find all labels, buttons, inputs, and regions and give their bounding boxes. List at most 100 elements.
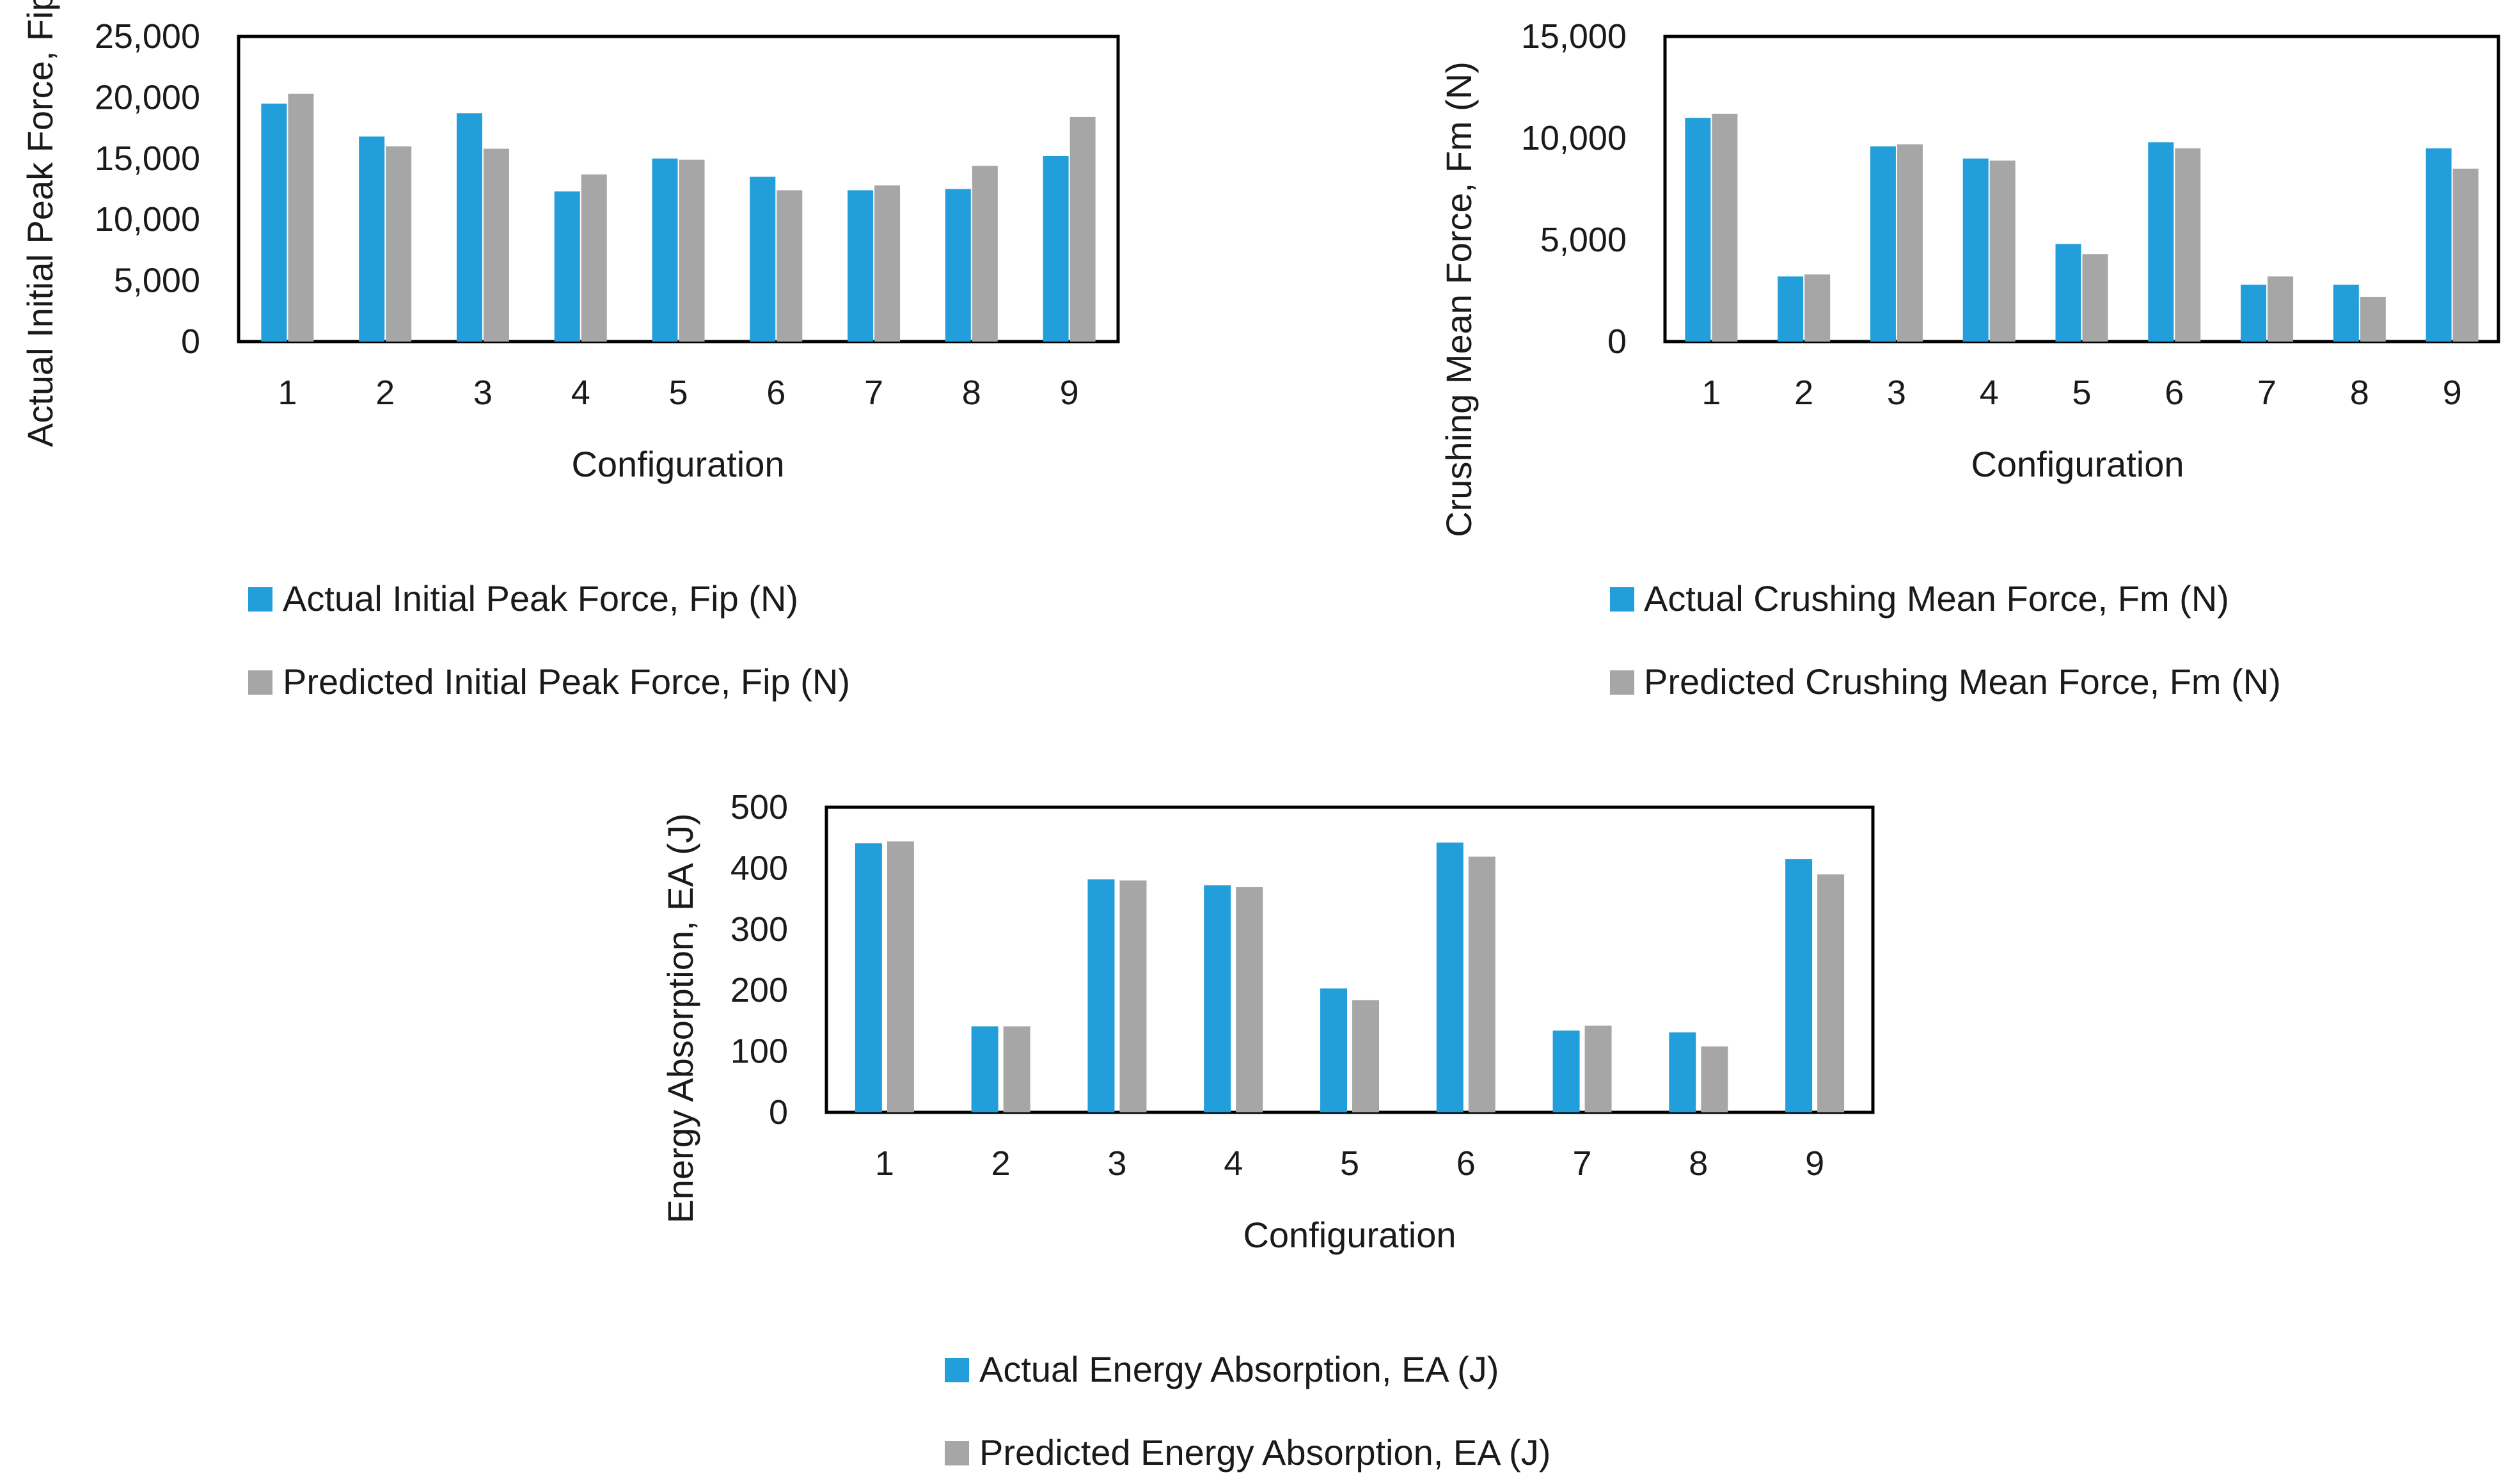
bar-actual-config-3 [1087, 879, 1115, 1112]
y-tick-label: 5,000 [114, 262, 200, 300]
x-tick-label: 1 [1701, 374, 1721, 412]
x-tick-label: 2 [991, 1144, 1011, 1183]
legend-swatch-actual [945, 1358, 969, 1382]
bar-actual-config-1 [261, 103, 287, 342]
x-tick-label: 9 [2443, 374, 2462, 412]
x-tick-label: 7 [864, 374, 883, 412]
x-tick-label: 9 [1805, 1144, 1824, 1183]
x-axis-title: Configuration [1243, 1215, 1456, 1255]
legend-swatch-predicted [1610, 670, 1634, 695]
x-tick-label: 8 [1689, 1144, 1708, 1183]
y-tick-label: 500 [730, 788, 788, 826]
bar-predicted-config-3 [483, 148, 509, 342]
legend-label-predicted: Predicted Crushing Mean Force, Fm (N) [1644, 661, 2281, 702]
bar-predicted-config-2 [386, 146, 412, 342]
bar-actual-config-3 [1870, 146, 1896, 342]
bar-actual-config-6 [2148, 142, 2174, 342]
bar-actual-config-8 [1669, 1032, 1696, 1112]
x-tick-label: 4 [1980, 374, 1999, 412]
x-tick-label: 8 [2350, 374, 2369, 412]
plot-frame [1663, 35, 2500, 343]
bar-predicted-config-5 [1352, 1000, 1379, 1112]
plot-frame [237, 35, 1120, 343]
legend-label-predicted: Predicted Initial Peak Force, Fip (N) [283, 661, 850, 702]
legend-label-actual: Actual Energy Absorption, EA (J) [979, 1349, 1499, 1389]
bar-actual-config-7 [848, 190, 874, 342]
bar-actual-config-9 [2426, 148, 2452, 342]
bars-group [855, 841, 1845, 1112]
bar-predicted-config-3 [1119, 880, 1147, 1112]
bar-predicted-config-4 [581, 174, 607, 342]
x-tick-label: 6 [2165, 374, 2184, 412]
bar-actual-config-9 [1785, 859, 1813, 1112]
bar-predicted-config-8 [2360, 297, 2386, 342]
y-axis-title: Actual Initial Peak Force, Fip (N) [20, 0, 60, 447]
bar-predicted-config-9 [1817, 874, 1845, 1112]
x-tick-label: 3 [1107, 1144, 1126, 1183]
bar-predicted-config-3 [1897, 144, 1923, 342]
y-tick-labels: 0 5,000 10,000 15,000 20,000 25,000 [95, 17, 200, 361]
x-tick-label: 7 [2257, 374, 2276, 412]
bar-predicted-config-2 [1003, 1026, 1030, 1112]
y-tick-labels: 0 100 200 300 400 500 [730, 788, 788, 1132]
bar-actual-config-9 [1043, 155, 1069, 342]
y-tick-label: 15,000 [95, 139, 200, 178]
plot-frame [825, 805, 1875, 1114]
chart-initial-peak-force: 0 5,000 10,000 15,000 20,000 25,000 1 2 3 4 5 6 7 8 9… [20, 0, 1120, 702]
bar-actual-config-4 [1204, 885, 1231, 1112]
bar-predicted-config-7 [2268, 276, 2294, 342]
bar-actual-config-7 [2241, 284, 2267, 342]
x-axis-title: Configuration [571, 444, 784, 484]
y-tick-label: 15,000 [1521, 17, 1627, 56]
y-tick-label: 0 [181, 322, 200, 361]
x-tick-label: 1 [278, 374, 297, 412]
x-tick-labels: 1 2 3 4 5 6 7 8 9 [875, 1144, 1824, 1183]
x-tick-label: 3 [473, 374, 493, 412]
bar-predicted-config-7 [874, 185, 901, 342]
bar-actual-config-4 [1962, 158, 1989, 342]
bar-actual-config-7 [1552, 1030, 1580, 1112]
x-tick-label: 3 [1887, 374, 1906, 412]
legend-swatch-predicted [248, 670, 272, 695]
bar-actual-config-4 [554, 191, 580, 342]
bar-predicted-config-6 [2175, 148, 2201, 342]
bar-actual-config-2 [359, 136, 385, 342]
x-tick-label: 2 [375, 374, 395, 412]
y-tick-label: 400 [730, 849, 788, 887]
bar-predicted-config-8 [972, 166, 998, 342]
y-axis-title: Crushing Mean Force, Fm (N) [1439, 61, 1479, 537]
bar-actual-config-5 [652, 158, 678, 342]
bar-predicted-config-8 [1701, 1046, 1728, 1112]
bar-actual-config-1 [1685, 118, 1711, 342]
y-tick-label: 0 [1607, 322, 1627, 361]
bar-predicted-config-7 [1584, 1025, 1612, 1112]
bar-actual-config-2 [1778, 276, 1804, 342]
bar-predicted-config-2 [1804, 274, 1831, 342]
bar-actual-config-5 [2055, 244, 2081, 342]
y-tick-labels: 0 5,000 10,000 15,000 [1521, 17, 1627, 361]
y-axis-title: Energy Absorption, EA (J) [660, 813, 700, 1223]
x-tick-label: 9 [1060, 374, 1079, 412]
x-tick-labels: 1 2 3 4 5 6 7 8 9 [1701, 374, 2461, 412]
bar-actual-config-5 [1320, 988, 1347, 1112]
bar-predicted-config-5 [679, 159, 705, 342]
y-tick-label: 10,000 [1521, 119, 1627, 157]
x-tick-label: 5 [1340, 1144, 1359, 1183]
bar-actual-config-8 [2333, 284, 2359, 342]
x-tick-label: 5 [668, 374, 688, 412]
bar-predicted-config-6 [1468, 856, 1495, 1112]
bar-predicted-config-6 [777, 190, 803, 342]
x-tick-label: 2 [1794, 374, 1813, 412]
legend-swatch-predicted [945, 1441, 969, 1465]
x-axis-title: Configuration [1971, 444, 2184, 484]
x-tick-label: 7 [1573, 1144, 1592, 1183]
legend-swatch-actual [248, 587, 272, 612]
x-tick-label: 8 [962, 374, 981, 412]
x-tick-label: 6 [1456, 1144, 1476, 1183]
y-tick-label: 300 [730, 910, 788, 949]
chart-energy-absorption: 0 100 200 300 400 500 1 2 3 4 5 6 7 8 9 Configuration… [660, 788, 1875, 1472]
y-tick-label: 25,000 [95, 17, 200, 56]
bar-predicted-config-5 [2082, 254, 2108, 342]
legend-label-actual: Actual Initial Peak Force, Fip (N) [283, 578, 798, 619]
bar-predicted-config-9 [2452, 168, 2479, 342]
